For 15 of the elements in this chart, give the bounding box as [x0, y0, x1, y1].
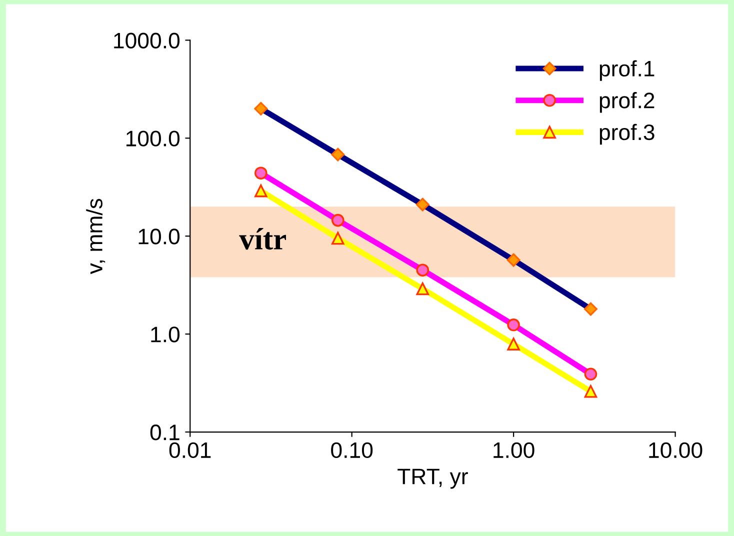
legend-label: prof.2: [600, 92, 654, 113]
x-axis-title: TRT, yr: [398, 468, 468, 489]
y-tick-label: 10.0: [138, 228, 180, 244]
legend-label: prof.1: [600, 60, 654, 81]
y-tick-label: 0.1: [150, 424, 180, 440]
x-tick-label: 0.10: [331, 442, 373, 458]
y-tick-label: 1.0: [151, 326, 180, 342]
legend-label: prof.3: [600, 124, 654, 145]
x-tick-label: 10.00: [649, 442, 702, 458]
x-tick-label: 0.01: [169, 442, 211, 458]
y-tick-label: 1000.0: [114, 32, 180, 48]
y-tick-label: 100.0: [126, 130, 180, 146]
x-tick-label: 1.00: [494, 442, 534, 458]
y-axis-title: v, mm/s: [86, 198, 106, 274]
band-label: vítr: [239, 228, 286, 250]
